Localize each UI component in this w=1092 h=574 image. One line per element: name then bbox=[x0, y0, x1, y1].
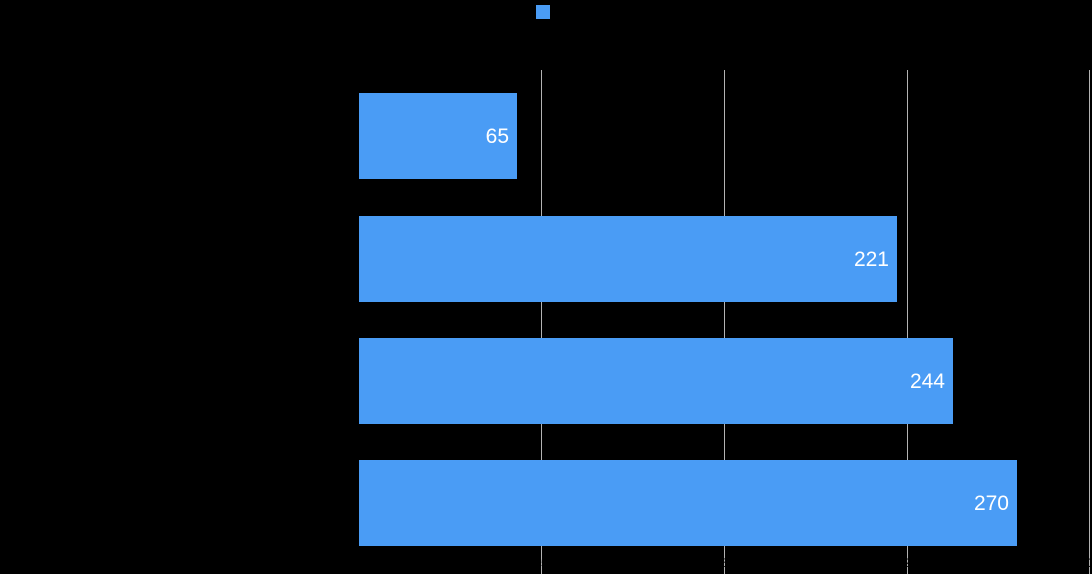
value-axis: 0 75 150 225 300 bbox=[355, 556, 1092, 574]
legend-swatch-icon bbox=[536, 5, 550, 19]
bar-2[interactable]: 221 bbox=[359, 216, 897, 302]
legend-item-series-1[interactable] bbox=[536, 5, 556, 19]
x-tick-label: 75 bbox=[534, 556, 548, 570]
bar-4[interactable]: 270 bbox=[359, 460, 1017, 546]
bar-value-label: 244 bbox=[909, 369, 945, 393]
bar-value-label: 270 bbox=[973, 491, 1009, 515]
bar-series: 65 221 244 270 bbox=[359, 70, 1090, 574]
bar-value-label: 221 bbox=[853, 247, 889, 271]
bar-1[interactable]: 65 bbox=[359, 93, 517, 179]
chart-legend bbox=[0, 0, 1092, 24]
x-tick-label: 225 bbox=[896, 556, 918, 570]
plot-area: 65 221 244 270 bbox=[359, 70, 1090, 574]
x-tick-label: 300 bbox=[1078, 556, 1092, 570]
bar-value-label: 65 bbox=[485, 124, 509, 148]
bar-3[interactable]: 244 bbox=[359, 338, 953, 424]
x-tick-label: 150 bbox=[713, 556, 735, 570]
x-tick-label: 0 bbox=[355, 556, 363, 570]
category-axis bbox=[0, 70, 351, 574]
